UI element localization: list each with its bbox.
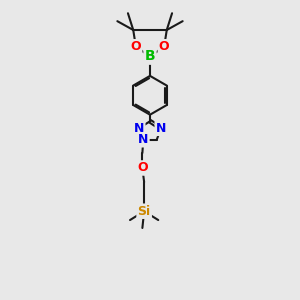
Text: B: B bbox=[145, 50, 155, 64]
Text: N: N bbox=[138, 133, 148, 146]
Text: N: N bbox=[156, 122, 166, 135]
Text: O: O bbox=[137, 161, 148, 175]
Text: O: O bbox=[159, 40, 170, 53]
Text: Si: Si bbox=[138, 205, 151, 218]
Text: N: N bbox=[134, 122, 144, 135]
Text: O: O bbox=[130, 40, 141, 53]
